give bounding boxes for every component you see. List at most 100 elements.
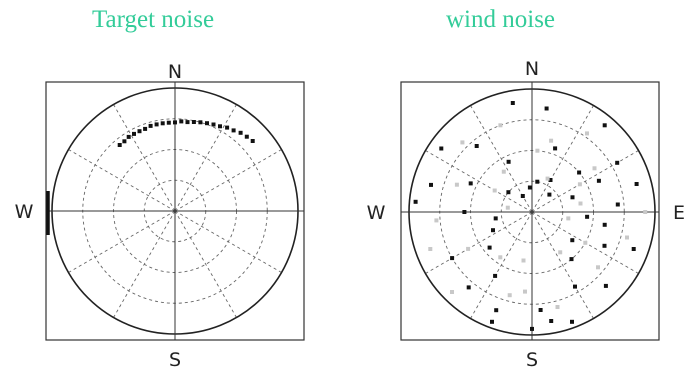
data-point	[547, 192, 552, 197]
data-point	[211, 122, 216, 127]
data-point	[238, 130, 243, 135]
grid-spoke	[470, 211, 533, 319]
grid-spoke	[68, 210, 176, 273]
data-point	[492, 188, 497, 193]
compass-label-s: S	[169, 349, 181, 371]
data-point	[126, 134, 131, 139]
data-point	[498, 123, 503, 128]
data-point	[494, 308, 499, 313]
grid-spoke	[113, 104, 176, 212]
data-point	[578, 201, 583, 206]
data-point	[250, 139, 255, 143]
grid-spoke	[174, 210, 282, 273]
data-point	[439, 146, 444, 151]
data-point	[244, 134, 249, 139]
data-point	[198, 120, 203, 125]
data-point	[570, 238, 575, 243]
data-point	[549, 138, 554, 143]
data-point	[143, 126, 148, 131]
data-point	[454, 182, 459, 187]
data-point	[491, 228, 495, 233]
data-point	[179, 119, 184, 124]
grid-spoke	[531, 211, 594, 319]
polar-plot-target-noise: N S W	[15, 61, 305, 371]
data-point	[545, 176, 550, 181]
data-point	[205, 121, 209, 126]
compass-label-e: E	[673, 202, 685, 224]
data-point	[555, 305, 560, 309]
plot-frame	[400, 81, 660, 341]
data-point	[549, 319, 554, 323]
data-point	[569, 257, 574, 262]
data-point	[573, 284, 577, 289]
data-point	[625, 235, 629, 240]
data-point	[428, 247, 433, 251]
data-point	[498, 255, 503, 260]
data-point	[523, 289, 527, 294]
data-point	[450, 256, 455, 261]
data-point	[154, 122, 159, 127]
data-point	[148, 123, 153, 128]
data-point	[615, 202, 620, 207]
data-point	[602, 123, 607, 128]
data-point	[538, 308, 543, 312]
data-point	[631, 247, 636, 251]
data-point	[225, 125, 230, 130]
data-point	[490, 319, 494, 324]
data-point	[570, 195, 575, 200]
data-point	[450, 290, 454, 294]
data-point	[413, 199, 418, 204]
grid-spoke	[113, 210, 176, 318]
data-point	[615, 160, 620, 165]
data-point	[122, 139, 127, 144]
data-point	[585, 131, 589, 136]
data-point	[577, 170, 582, 175]
data-point	[506, 190, 511, 195]
data-point	[558, 250, 563, 255]
data-point	[493, 216, 498, 221]
data-point	[548, 178, 553, 182]
data-point	[643, 210, 648, 214]
data-point	[577, 182, 582, 187]
data-point	[474, 144, 479, 148]
data-point	[231, 128, 236, 133]
data-point	[510, 101, 515, 105]
compass-label-w: W	[367, 202, 386, 224]
data-point	[173, 120, 177, 125]
data-point	[527, 185, 532, 190]
grid-spoke	[68, 149, 176, 212]
data-point	[185, 120, 190, 125]
data-point	[218, 124, 222, 129]
grid-spoke	[174, 149, 282, 212]
data-point	[553, 146, 558, 151]
data-point	[166, 120, 171, 125]
data-point	[429, 182, 433, 187]
data-point	[585, 214, 590, 219]
data-point	[117, 143, 122, 147]
compass-label-n: N	[168, 61, 182, 83]
grid-spoke	[425, 150, 533, 213]
data-point	[501, 169, 506, 174]
data-point	[602, 222, 607, 227]
data-points	[117, 119, 255, 147]
data-point	[506, 159, 511, 164]
grid-spoke	[531, 150, 639, 213]
data-point	[507, 293, 512, 298]
data-point	[466, 246, 471, 251]
data-point	[570, 319, 574, 324]
data-point	[596, 178, 601, 183]
grid-spoke	[174, 104, 237, 212]
data-point	[468, 181, 473, 186]
data-point	[460, 140, 465, 145]
data-point	[191, 120, 196, 124]
data-points	[413, 101, 648, 331]
polar-plot-wind-noise: N S W E	[367, 58, 685, 371]
data-point	[602, 243, 607, 248]
compass-label-n: N	[525, 58, 539, 80]
data-point	[544, 106, 549, 111]
data-point	[434, 218, 439, 223]
data-point	[137, 129, 142, 134]
data-point	[487, 245, 492, 250]
grid-spoke	[531, 105, 594, 213]
